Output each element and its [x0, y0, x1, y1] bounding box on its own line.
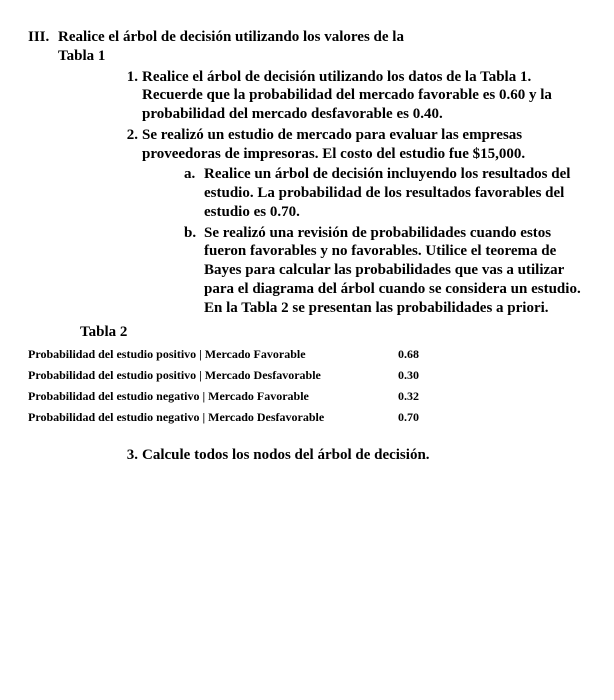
prob-label: Probabilidad del estudio negativo | Merc… [28, 386, 398, 407]
item-number: 1. [120, 68, 138, 87]
sub-item-b: b. Se realizó una revisión de probabilid… [184, 224, 586, 318]
numbered-list: 1. Realice el árbol de decisión utilizan… [120, 68, 586, 318]
section-title-line2: Tabla 1 [58, 47, 586, 66]
list-item-1: 1. Realice el árbol de decisión utilizan… [120, 68, 586, 124]
prob-value: 0.68 [398, 344, 448, 365]
prob-label: Probabilidad del estudio negativo | Merc… [28, 407, 398, 428]
section-title-line1: Realice el árbol de decisión utilizando … [58, 28, 586, 47]
item-text: Se realizó un estudio de mercado para ev… [142, 126, 586, 164]
prob-label: Probabilidad del estudio positivo | Merc… [28, 365, 398, 386]
section-title: Realice el árbol de decisión utilizando … [58, 28, 586, 66]
list-item-3: 3. Calcule todos los nodos del árbol de … [120, 446, 586, 465]
sub-item-letter: a. [184, 165, 200, 184]
table-2: Probabilidad del estudio positivo | Merc… [28, 344, 448, 428]
section-number: III. [28, 28, 58, 47]
table-row: Probabilidad del estudio negativo | Merc… [28, 386, 448, 407]
prob-value: 0.30 [398, 365, 448, 386]
table-row: Probabilidad del estudio positivo | Merc… [28, 365, 448, 386]
prob-value: 0.32 [398, 386, 448, 407]
item-text: Realice el árbol de decisión utilizando … [142, 68, 586, 124]
prob-label: Probabilidad del estudio positivo | Merc… [28, 344, 398, 365]
table-row: Probabilidad del estudio positivo | Merc… [28, 344, 448, 365]
sub-item-letter: b. [184, 224, 200, 243]
item-number: 2. [120, 126, 138, 145]
table-row: Probabilidad del estudio negativo | Merc… [28, 407, 448, 428]
item-text: Calcule todos los nodos del árbol de dec… [142, 446, 586, 465]
section-heading: III. Realice el árbol de decisión utiliz… [28, 28, 586, 66]
item-number: 3. [120, 446, 138, 465]
prob-value: 0.70 [398, 407, 448, 428]
sub-item-text: Se realizó una revisión de probabilidade… [204, 224, 586, 318]
sub-item-a: a. Realice un árbol de decisión incluyen… [184, 165, 586, 221]
list-item-2: 2. Se realizó un estudio de mercado para… [120, 126, 586, 164]
lettered-sublist: a. Realice un árbol de decisión incluyen… [184, 165, 586, 317]
sub-item-text: Realice un árbol de decisión incluyendo … [204, 165, 586, 221]
table-2-label: Tabla 2 [80, 323, 586, 342]
